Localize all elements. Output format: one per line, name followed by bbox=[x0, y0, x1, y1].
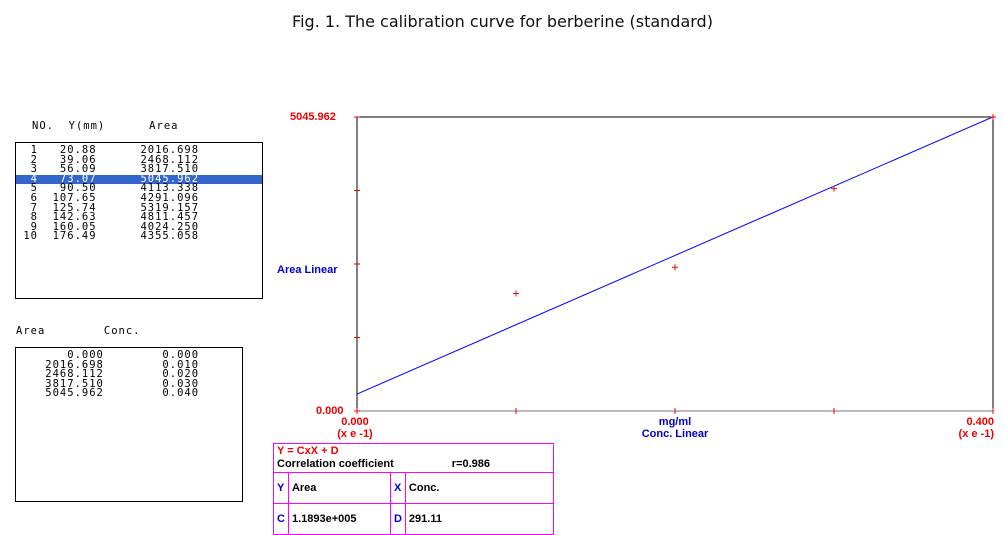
x-max-label: 0.400 (x e -1) bbox=[958, 416, 994, 440]
table1-header: NO. Y(mm) Area bbox=[32, 120, 179, 132]
y-min-label: 0.000 bbox=[316, 405, 344, 417]
table-row[interactable]: 2 39.06 2468.112 bbox=[16, 153, 200, 166]
c-value: 1.1893e+005 bbox=[287, 503, 391, 535]
corr-label: Correlation coefficient bbox=[277, 458, 394, 470]
plot-area bbox=[356, 116, 994, 412]
x-key: X bbox=[389, 472, 406, 504]
col-conc: Conc. bbox=[103, 325, 141, 337]
table-row[interactable]: 8 142.63 4811.457 bbox=[16, 211, 200, 224]
table-row[interactable]: 2016.698 0.010 bbox=[16, 358, 200, 371]
table-row[interactable]: 5045.962 0.040 bbox=[16, 387, 200, 400]
x-min-label: 0.000 (x e -1) bbox=[337, 416, 373, 440]
col-y: Y(mm) bbox=[68, 120, 106, 132]
equation: Y = CxX + D bbox=[277, 445, 339, 457]
regression-box: Y = CxX + D Correlation coefficient r=0.98… bbox=[273, 443, 555, 535]
table-row[interactable]: 5 90.50 4113.338 bbox=[16, 182, 200, 195]
d-value: 291.11 bbox=[404, 503, 555, 535]
col-area: Area bbox=[149, 120, 179, 132]
calibration-table[interactable]: 0.000 0.000 2016.698 0.010 2468.112 0.02… bbox=[15, 347, 243, 502]
table-row[interactable]: 10 176.49 4355.058 bbox=[16, 230, 200, 243]
col-no: NO. bbox=[32, 120, 54, 132]
y-axis-label: Area Linear bbox=[277, 264, 338, 276]
data-point bbox=[672, 264, 678, 271]
x-name: Conc. bbox=[404, 472, 555, 504]
y-key: Y bbox=[273, 472, 289, 504]
table-row[interactable]: 6 107.65 4291.096 bbox=[16, 191, 200, 204]
table-row[interactable]: 4 73.07 5045.962 bbox=[16, 174, 262, 185]
x-axis-label: mg/ml Conc. Linear bbox=[641, 416, 709, 440]
data-point bbox=[354, 408, 360, 414]
table-row[interactable]: 3 56.09 3817.510 bbox=[16, 163, 200, 176]
data-point bbox=[513, 290, 519, 297]
c-key: C bbox=[273, 503, 289, 535]
col-area: Area bbox=[16, 325, 46, 337]
table-row[interactable]: 2468.112 0.020 bbox=[16, 368, 200, 381]
table2-header: Area Conc. bbox=[16, 325, 141, 337]
y-name: Area bbox=[287, 472, 391, 504]
table-row[interactable]: 9 160.05 4024.250 bbox=[16, 220, 200, 233]
calibration-chart bbox=[354, 114, 996, 414]
peak-table[interactable]: 1 20.88 2016.698 2 39.06 2468.112 3 56.0… bbox=[15, 142, 263, 299]
d-key: D bbox=[389, 503, 406, 535]
y-max-label: 5045.962 bbox=[290, 111, 336, 123]
table-row[interactable]: 0.000 0.000 bbox=[16, 349, 200, 361]
figure-title: Fig. 1. The calibration curve for berber… bbox=[292, 12, 713, 31]
table-row[interactable]: 3817.510 0.030 bbox=[16, 377, 200, 390]
table-row[interactable]: 1 20.88 2016.698 bbox=[16, 144, 200, 156]
data-point bbox=[831, 185, 837, 192]
table-row[interactable]: 7 125.74 5319.157 bbox=[16, 201, 200, 214]
fit-line bbox=[356, 116, 994, 395]
r-value: r=0.986 bbox=[451, 458, 490, 470]
data-point bbox=[990, 114, 996, 120]
